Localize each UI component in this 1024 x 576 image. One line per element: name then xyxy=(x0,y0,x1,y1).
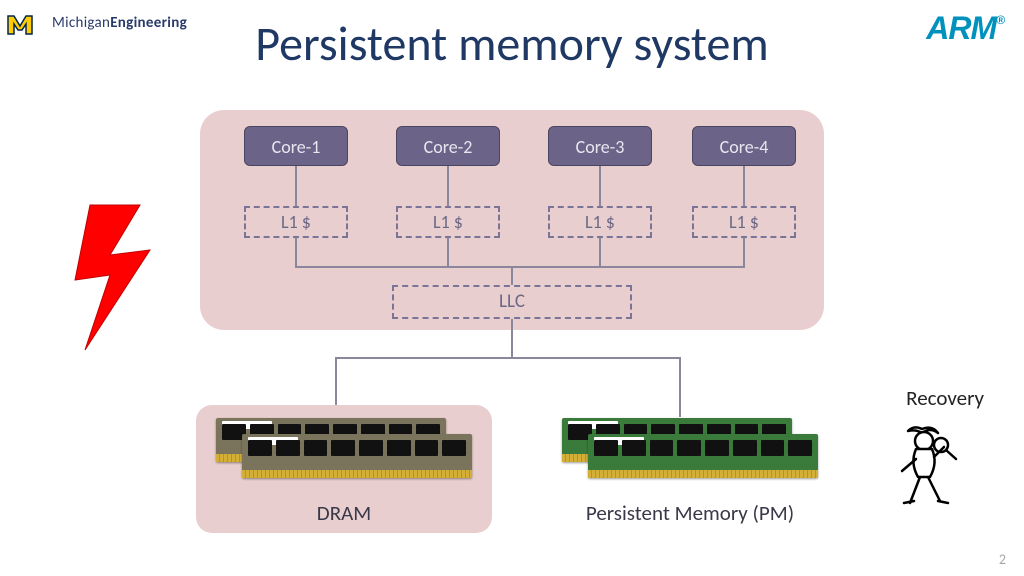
lightning-icon xyxy=(70,195,180,355)
l1-cache-4: L1 $ xyxy=(692,206,796,238)
core-1: Core-1 xyxy=(244,126,348,166)
recovery-label: Recovery xyxy=(906,385,984,411)
wire xyxy=(295,266,745,268)
wire xyxy=(295,238,297,266)
wire xyxy=(679,357,681,417)
llc-cache: LLC xyxy=(392,285,632,319)
l1-cache-1: L1 $ xyxy=(244,206,348,238)
slide-title: Persistent memory system xyxy=(0,14,1024,73)
cpu-block: Core-1 Core-2 Core-3 Core-4 L1 $ L1 $ L1… xyxy=(200,110,824,330)
core-3: Core-3 xyxy=(548,126,652,166)
l1-cache-3: L1 $ xyxy=(548,206,652,238)
wire xyxy=(511,266,513,285)
wire xyxy=(511,319,513,357)
wire xyxy=(599,166,601,206)
detective-icon xyxy=(894,415,974,510)
wire xyxy=(599,238,601,266)
core-4: Core-4 xyxy=(692,126,796,166)
wire xyxy=(295,166,297,206)
page-number: 2 xyxy=(999,551,1006,568)
l1-cache-2: L1 $ xyxy=(396,206,500,238)
core-2: Core-2 xyxy=(396,126,500,166)
dram-modules xyxy=(216,418,472,450)
wire xyxy=(447,166,449,206)
dram-label: DRAM xyxy=(196,500,492,526)
wire xyxy=(335,357,681,359)
wire xyxy=(447,238,449,266)
pm-label: Persistent Memory (PM) xyxy=(540,500,840,526)
wire xyxy=(743,238,745,266)
wire xyxy=(743,166,745,206)
pm-modules xyxy=(562,418,818,450)
